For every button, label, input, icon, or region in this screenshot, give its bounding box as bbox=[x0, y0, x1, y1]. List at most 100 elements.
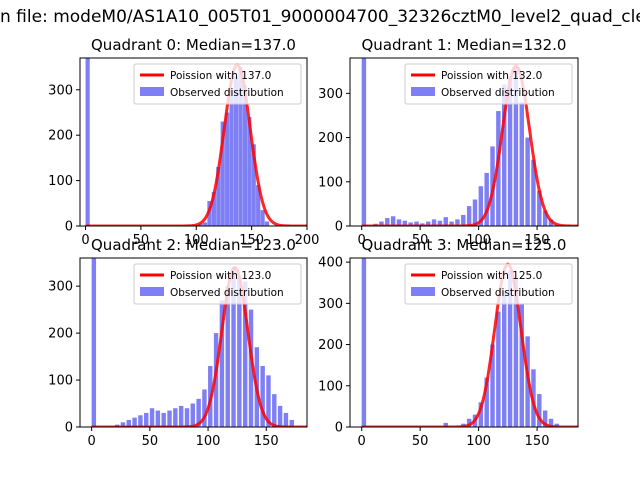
quadrant-1-hist-bar bbox=[502, 84, 507, 226]
quadrant-1-hist-bar bbox=[548, 219, 554, 226]
quadrant-1-hist-bar bbox=[525, 137, 530, 226]
quadrant-1-hist-bar bbox=[537, 190, 542, 226]
quadrant-2-hist-bar bbox=[184, 408, 190, 427]
quadrant-2-ytick-label: 100 bbox=[48, 374, 73, 389]
quadrant-3-ytick-label: 400 bbox=[318, 256, 343, 271]
quadrant-0-hist-bar bbox=[85, 58, 90, 226]
quadrant-3-legend-box bbox=[404, 263, 573, 305]
quadrant-0-xtick-label: 100 bbox=[184, 233, 209, 248]
quadrant-0-hist-bar bbox=[225, 112, 230, 226]
quadrant-1-hist-bar bbox=[513, 66, 519, 226]
quadrant-0-fit-line bbox=[85, 63, 307, 226]
quadrant-1-hist-bar bbox=[466, 206, 472, 226]
quadrant-2-legend-hist-label: Observed distribution bbox=[170, 287, 284, 299]
quadrant-3-xtick-label: 150 bbox=[525, 434, 550, 449]
quadrant-2-hist-bar bbox=[120, 422, 126, 427]
quadrant-0-hist-bar bbox=[242, 85, 247, 226]
quadrant-3-hist-bar bbox=[513, 278, 519, 427]
quadrant-0-ytick-label: 0 bbox=[65, 220, 73, 235]
quadrant-1-ytick-label: 200 bbox=[318, 131, 343, 146]
quadrant-1-xtick-label: 100 bbox=[466, 233, 491, 248]
quadrant-2-hist-bar bbox=[144, 412, 149, 427]
quadrant-0-hist-bar bbox=[202, 222, 208, 226]
quadrant-3-hist-bar bbox=[443, 422, 448, 427]
quadrant-2-xtick-label: 100 bbox=[196, 434, 221, 449]
quadrant-2-axes-frame bbox=[79, 257, 308, 428]
quadrant-3-hist-bar bbox=[490, 344, 495, 427]
quadrant-2-hist-bar bbox=[190, 403, 196, 427]
quadrant-2-hist-bar bbox=[277, 405, 283, 427]
quadrant-0-xtick-label: 200 bbox=[295, 233, 320, 248]
quadrant-1-xtick-label: 50 bbox=[412, 233, 429, 248]
quadrant-3-hist-bar bbox=[519, 303, 524, 427]
quadrant-1-legend-box bbox=[404, 63, 573, 105]
quadrant-0-hist-bar bbox=[211, 191, 216, 226]
quadrant-3-legend-fit-label: Poission with 125.0 bbox=[441, 270, 542, 282]
quadrant-2-hist-bar bbox=[225, 286, 230, 427]
quadrant-1-hist-bar bbox=[519, 102, 524, 226]
quadrant-3-hist-bar bbox=[484, 377, 489, 427]
quadrant-1-hist-bar bbox=[385, 218, 390, 226]
quadrant-2-hist-bar bbox=[167, 410, 172, 427]
quadrant-1-ytick-label: 100 bbox=[318, 175, 343, 190]
quadrant-1-chart: 0 50 100 150 0 100 200 300 Quadrant 1: Median=13… bbox=[318, 36, 579, 248]
quadrant-0-chart: 0 50 100 150 200 0 100 200 300 Quadrant 0: Median… bbox=[48, 36, 319, 248]
quadrant-1-hist-bar bbox=[361, 58, 367, 226]
quadrant-1-hist-bar bbox=[431, 219, 437, 226]
quadrant-1-hist-bar bbox=[472, 199, 478, 226]
quadrant-3-xtick-label: 50 bbox=[412, 434, 429, 449]
quadrant-1-hist-bar bbox=[484, 172, 489, 226]
quadrant-3-title: Quadrant 3: Median=125.0 bbox=[362, 236, 567, 254]
quadrant-0-hist-bar bbox=[229, 89, 234, 226]
quadrant-2-plot-area bbox=[91, 258, 307, 427]
quadrant-3-hist-bar bbox=[478, 402, 484, 427]
quadrant-1-xtick-label: 150 bbox=[525, 233, 550, 248]
quadrant-3-ytick-label: 100 bbox=[318, 379, 343, 394]
quadrant-0-xtick-label: 50 bbox=[133, 233, 150, 248]
quadrant-3-plot-area bbox=[361, 258, 578, 427]
quadrant-2-hist-bar bbox=[91, 258, 97, 427]
quadrant-2-ytick-label: 300 bbox=[48, 280, 73, 295]
quadrant-0-legend: Poission with 137.0 Observed distribution bbox=[133, 63, 302, 105]
quadrant-0-ytick-label: 300 bbox=[48, 83, 73, 98]
quadrant-1-xtick-label: 0 bbox=[358, 233, 366, 248]
quadrant-0-legend-hist-label: Observed distribution bbox=[170, 87, 284, 99]
quadrant-1-title: Quadrant 1: Median=132.0 bbox=[362, 36, 567, 54]
quadrant-2-hist-bar bbox=[132, 417, 137, 427]
quadrant-2-hist-bar bbox=[173, 408, 178, 427]
quadrant-0-hist-bar bbox=[264, 221, 270, 226]
quadrant-3-hist-bar bbox=[466, 418, 472, 427]
quadrant-1-hist-bar bbox=[531, 159, 536, 226]
quadrant-3-legend: Poission with 125.0 Observed distribution bbox=[404, 263, 573, 305]
quadrant-0-hist-bar bbox=[260, 210, 265, 226]
quadrant-1-hist-bar bbox=[390, 216, 396, 226]
quadrant-1-hist-bar bbox=[507, 75, 513, 226]
quadrant-2-xtick-label: 150 bbox=[254, 434, 279, 449]
quadrant-1-legend: Poission with 132.0 Observed distribution bbox=[404, 63, 573, 105]
quadrant-3-ytick-label: 0 bbox=[335, 421, 343, 436]
quadrant-2-legend: Poission with 123.0 Observed distribution bbox=[133, 263, 302, 305]
quadrant-0-ytick-label: 200 bbox=[48, 129, 73, 144]
quadrant-3-hist-bar bbox=[554, 423, 560, 427]
figure-title-text: n file: modeM0/AS1A10_005T01_9000004700_… bbox=[0, 7, 640, 27]
quadrant-2-hist-bar bbox=[283, 412, 289, 427]
quadrant-0-axes-frame bbox=[79, 57, 308, 227]
quadrant-0-hist-bar bbox=[247, 117, 252, 226]
quadrant-2-hist-bar bbox=[260, 365, 265, 427]
quadrant-2-hist-bar bbox=[248, 309, 254, 427]
quadrant-2-hist-bar bbox=[149, 408, 155, 427]
quadrant-2-fit-line bbox=[91, 265, 307, 427]
quadrant-0-xtick-label: 150 bbox=[239, 233, 264, 248]
quadrant-2-hist-bar bbox=[202, 389, 207, 427]
quadrant-2-ytick-label: 200 bbox=[48, 327, 73, 342]
quadrant-0-hist-bar bbox=[233, 76, 239, 226]
quadrant-1-hist-bar bbox=[496, 111, 501, 226]
quadrant-1-hist-bar bbox=[437, 220, 443, 226]
quadrant-3-hist-bar bbox=[537, 394, 542, 427]
quadrant-1-hist-bar bbox=[402, 220, 408, 226]
quadrant-3-xtick-label: 0 bbox=[358, 434, 366, 449]
quadrant-0-plot-area bbox=[85, 58, 307, 226]
quadrant-2-hist-bar bbox=[231, 267, 236, 427]
quadrant-0-hist-bar bbox=[220, 121, 225, 226]
quadrant-2-legend-box bbox=[133, 263, 302, 305]
